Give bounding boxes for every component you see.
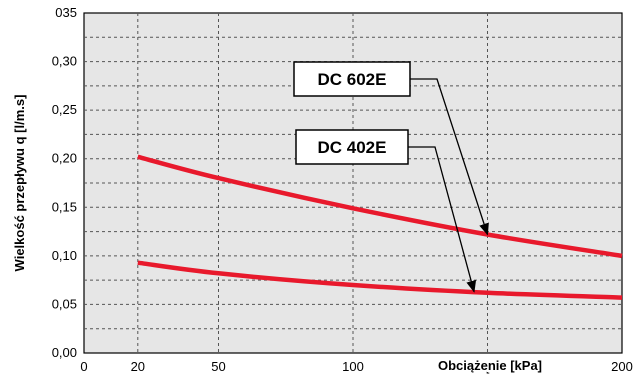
series-layer (137, 154, 623, 300)
x-tick-label: 50 (211, 359, 225, 374)
series-line-1 (137, 154, 623, 259)
series-label-1: DC 602E (318, 70, 387, 89)
x-tick-label: 0 (80, 359, 87, 374)
annotation-arrow-1 (410, 78, 489, 236)
series-label-2: DC 402E (318, 138, 387, 157)
y-tick-label: 0,25 (52, 102, 77, 117)
x-axis-title: Obciążenie [kPa] (438, 358, 542, 373)
annotation-layer: DC 602E DC 402E (293, 61, 489, 293)
annotation-arrow-2 (408, 146, 477, 293)
x-tick-label: [ (486, 359, 490, 374)
y-tick-label: 0,10 (52, 248, 77, 263)
y-tick-label: 035 (55, 5, 77, 20)
y-axis-title: Wielkość przepływu q [l/m.s] (12, 95, 27, 272)
y-tick-label: 0,00 (52, 345, 77, 360)
y-tick-label: 0,20 (52, 151, 77, 166)
x-tick-label: 200 (611, 359, 633, 374)
y-tick-label: 0,30 (52, 54, 77, 69)
y-tick-label: 0,05 (52, 296, 77, 311)
series-line-2 (137, 260, 623, 300)
y-tick-label: 0,15 (52, 199, 77, 214)
annotation-box-1 (293, 61, 411, 97)
x-tick-label: 100 (342, 359, 364, 374)
annotation-box-2 (295, 129, 409, 165)
x-tick-label: 20 (131, 359, 145, 374)
tick-layer: 0,00 0,05 0,10 0,15 0,20 0,25 0,30 035 0 20 50 100 [… (52, 5, 633, 374)
